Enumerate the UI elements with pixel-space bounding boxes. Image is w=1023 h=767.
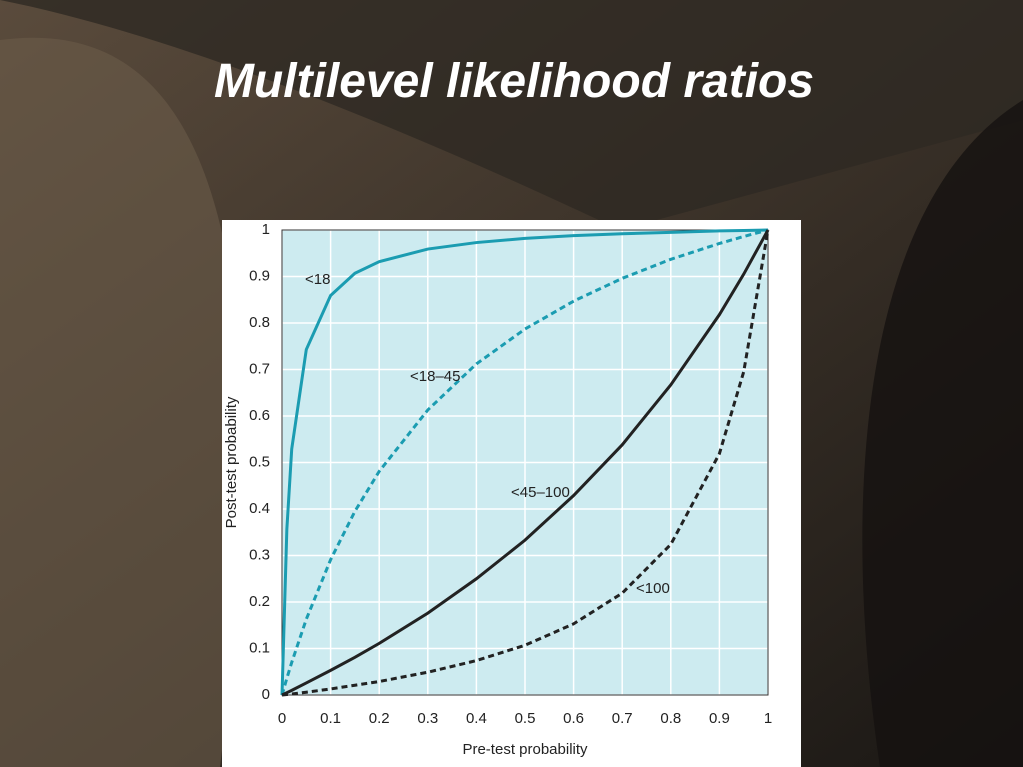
y-axis-label: Post-test probability (223, 396, 240, 528)
plot-frame (281, 229, 769, 696)
series-label: <100 (636, 580, 670, 597)
y-tick-label: 0.2 (249, 593, 270, 610)
x-tick-label: 0.3 (417, 710, 438, 727)
series-label: <18–45 (410, 368, 460, 385)
y-tick-label: 0 (262, 686, 270, 703)
y-tick-label: 0.5 (249, 453, 270, 470)
x-tick-label: 0.9 (709, 710, 730, 727)
series-line (280, 228, 769, 696)
x-tick-label: 0.8 (660, 710, 681, 727)
y-tick-label: 0.3 (249, 546, 270, 563)
y-tick-label: 0.6 (249, 407, 270, 424)
x-tick-label: 0.2 (369, 710, 390, 727)
series-label: <45–100 (511, 484, 570, 501)
y-tick-label: 0.7 (249, 360, 270, 377)
slide-title: Multilevel likelihood ratios (214, 55, 814, 108)
series-line (281, 229, 770, 697)
y-tick-label: 0.1 (249, 639, 270, 656)
swoosh (0, 0, 1023, 230)
x-tick-label: 0.6 (563, 710, 584, 727)
x-tick-label: 0.4 (466, 710, 487, 727)
chart: 0 0.1 0.2 0.3 0.4 0.5 0.6 0.7 0.8 0.9 1 0 0.1 0.2 0.3 0… (223, 221, 772, 758)
swoosh (862, 100, 1023, 767)
y-tick-label: 0.4 (249, 500, 270, 517)
x-tick-label: 0.5 (515, 710, 536, 727)
x-axis-label: Pre-test probability (462, 741, 588, 758)
x-tick-label: 1 (764, 710, 772, 727)
x-tick-label: 0 (278, 710, 286, 727)
x-tick-label: 0.1 (320, 710, 341, 727)
series-label: <18 (305, 271, 330, 288)
y-tick-label: 1 (262, 221, 270, 238)
series-line (281, 229, 770, 697)
x-tick-label: 0.7 (612, 710, 633, 727)
swoosh (0, 37, 243, 767)
y-tick-label: 0.9 (249, 267, 270, 284)
y-tick-label: 0.8 (249, 314, 270, 331)
